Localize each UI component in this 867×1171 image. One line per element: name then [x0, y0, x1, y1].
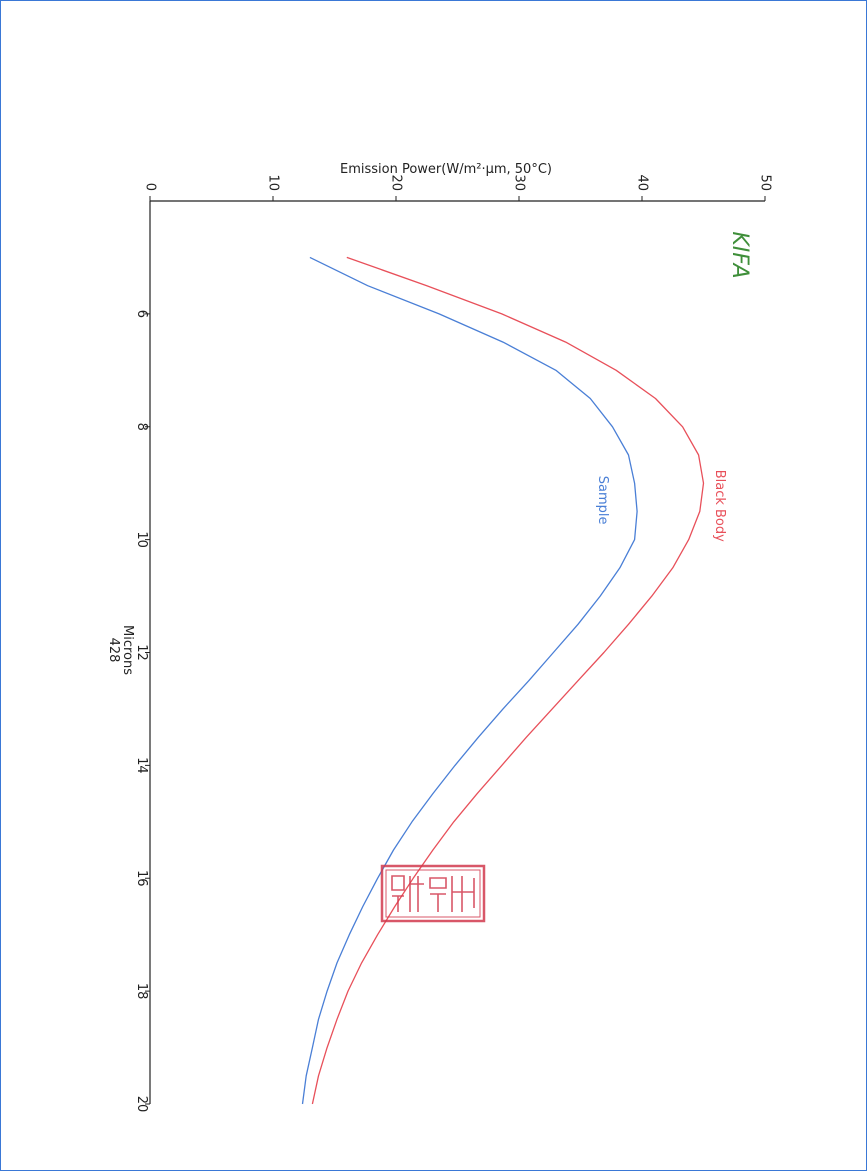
x-tick-label: 10	[134, 531, 149, 548]
y-tick-label: 30	[512, 174, 527, 191]
series-label-black-body: Black Body	[712, 470, 727, 542]
y-tick-label: 20	[389, 174, 404, 191]
x-tick-label: 12	[134, 644, 149, 661]
y-tick-label: 40	[635, 174, 650, 191]
series-label-sample: Sample	[595, 476, 610, 525]
x-tick-label: 8	[134, 423, 149, 431]
x-tick-label: 14	[134, 757, 149, 774]
seal-stamp	[380, 864, 486, 923]
x-axis-label: Microns	[120, 625, 135, 675]
y-tick-label: 10	[266, 174, 281, 191]
x-tick-label: 16	[134, 870, 149, 887]
x-tick-label: 18	[134, 983, 149, 1000]
series-line-black-body	[311, 256, 705, 1105]
y-tick-label: 0	[143, 183, 158, 191]
y-tick-label: 50	[758, 174, 773, 191]
kifa-logo: KIFA	[727, 231, 752, 278]
series-line-sample	[301, 256, 638, 1105]
y-axis-label: Emission Power(W/m²·µm, 50°C)	[340, 162, 552, 177]
chart-code: 428	[106, 638, 121, 663]
x-tick-label: 6	[134, 310, 149, 318]
x-tick-label: 20	[134, 1096, 149, 1113]
